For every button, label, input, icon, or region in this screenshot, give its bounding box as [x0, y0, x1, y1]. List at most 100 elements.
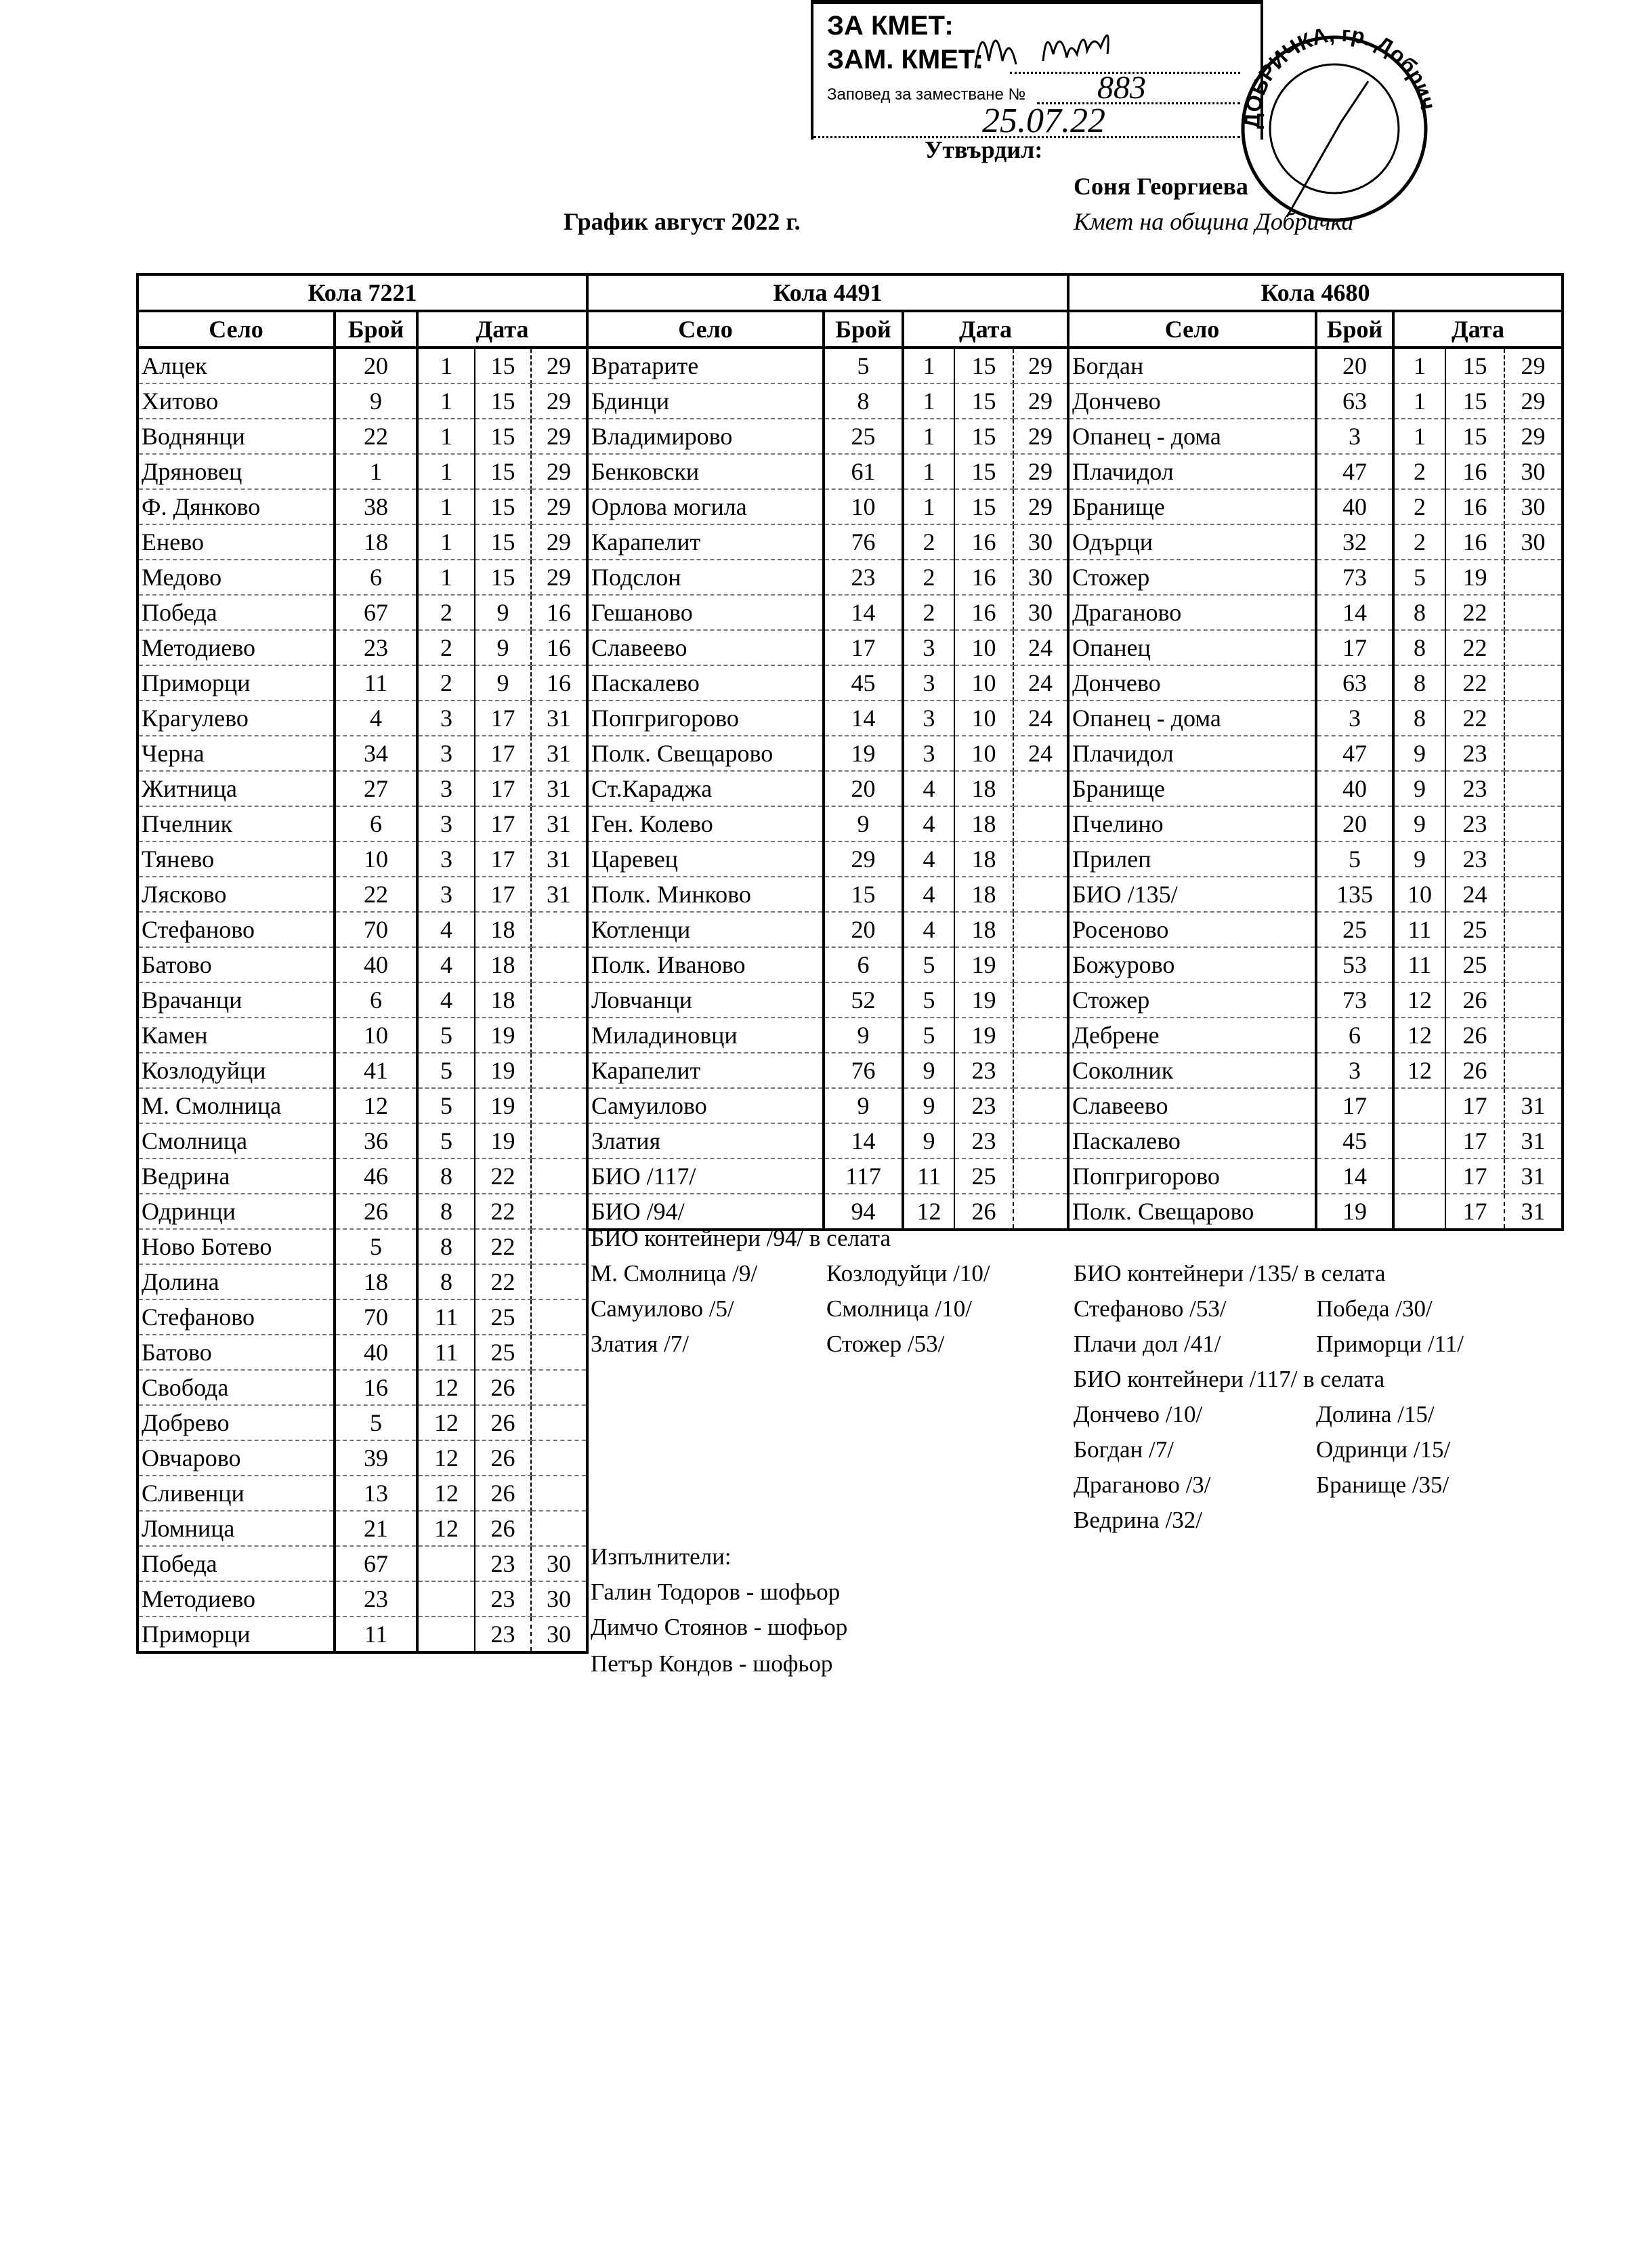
table-row: Орлова могила 10 1 15 29 [586, 489, 1069, 525]
village-name: Плачидол [1067, 736, 1316, 772]
date-1: 4 [903, 771, 955, 807]
table-row: Пчелник 6 3 17 31 [136, 806, 589, 842]
date-2: 10 [954, 736, 1014, 772]
container-count: 4 [333, 701, 419, 736]
date-2: 23 [954, 1123, 1014, 1159]
container-count: 23 [333, 1581, 419, 1617]
village-name: Пчелник [136, 806, 335, 842]
column-header-date: Дата [1392, 310, 1564, 349]
date-2: 25 [1445, 912, 1505, 948]
table-row: Самуилово 9 9 23 [586, 1088, 1069, 1124]
date-2: 16 [1445, 454, 1505, 490]
date-1: 4 [903, 841, 955, 877]
column-header-village: Село [136, 310, 336, 349]
village-name: Пчелино [1067, 806, 1316, 842]
date-1: 2 [417, 595, 475, 631]
date-1: 3 [417, 736, 475, 772]
date-1: 3 [903, 736, 955, 772]
village-name: Батово [136, 1335, 335, 1371]
bio135-item: Плачи дол /41/ [1074, 1331, 1221, 1357]
table-row: Бранище 40 2 16 30 [1067, 489, 1564, 525]
container-count: 5 [1315, 841, 1395, 877]
date-1: 3 [417, 841, 475, 877]
date-3 [1013, 1123, 1069, 1159]
village-name: Ломница [136, 1511, 335, 1547]
date-3: 29 [1504, 419, 1564, 455]
date-2: 15 [1445, 419, 1505, 455]
date-3: 29 [1013, 348, 1069, 384]
container-count: 36 [333, 1123, 419, 1159]
container-count: 63 [1315, 665, 1395, 701]
village-name: Котленци [586, 912, 824, 948]
village-name: Алцек [136, 348, 335, 384]
bio117-item: Драганово /3/ [1074, 1472, 1211, 1498]
date-3: 31 [1504, 1194, 1564, 1231]
date-1: 12 [417, 1370, 475, 1406]
date-2: 17 [475, 736, 532, 772]
table-row: Приморци 11 2 9 16 [136, 665, 589, 701]
container-count: 14 [822, 595, 904, 631]
container-count: 23 [333, 630, 419, 666]
date-2: 24 [1445, 877, 1505, 913]
village-name: Попгригорово [586, 701, 824, 736]
table-row: Соколник 3 12 26 [1067, 1053, 1564, 1089]
date-1 [1393, 1088, 1446, 1124]
date-1: 1 [417, 489, 475, 525]
bio117-item: Ведрина /32/ [1074, 1507, 1202, 1533]
date-2: 22 [1445, 630, 1505, 666]
village-name: М. Смолница [136, 1088, 335, 1124]
date-2: 9 [475, 630, 532, 666]
container-count: 41 [333, 1053, 419, 1089]
bio94-heading: БИО контейнери /94/ в селата [591, 1225, 891, 1251]
date-1: 2 [903, 524, 955, 560]
container-count: 16 [333, 1370, 419, 1406]
date-3 [1504, 806, 1564, 842]
date-1: 1 [1393, 419, 1446, 455]
date-1: 9 [1393, 841, 1446, 877]
village-name: Козлодуйци [136, 1053, 335, 1089]
date-1: 1 [417, 524, 475, 560]
date-3: 29 [531, 419, 589, 455]
table-row: Ново Ботево 5 8 22 [136, 1229, 589, 1265]
village-name: Славеево [586, 630, 824, 666]
village-name: Тянево [136, 841, 335, 877]
date-2: 15 [954, 489, 1014, 525]
table-row: Тянево 10 3 17 31 [136, 841, 589, 877]
date-3 [531, 1299, 589, 1335]
table-row: Ловчанци 52 5 19 [586, 982, 1069, 1018]
container-count: 23 [822, 560, 904, 596]
date-3 [1013, 1194, 1069, 1231]
village-name: Долина [136, 1264, 335, 1300]
date-1 [417, 1617, 475, 1654]
date-2: 26 [954, 1194, 1014, 1231]
village-name: Ведрина [136, 1159, 335, 1194]
table-row: Богдан 20 1 15 29 [1067, 348, 1564, 384]
date-3 [1504, 736, 1564, 772]
container-count: 14 [1315, 595, 1395, 631]
village-name: Драганово [1067, 595, 1316, 631]
village-name: Свобода [136, 1370, 335, 1406]
container-count: 47 [1315, 736, 1395, 772]
table-row: Царевец 29 4 18 [586, 841, 1069, 877]
village-name: Дончево [1067, 383, 1316, 419]
village-name: Одринци [136, 1194, 335, 1230]
container-count: 40 [333, 1335, 419, 1371]
container-count: 47 [1315, 454, 1395, 490]
village-name: Богдан [1067, 348, 1316, 384]
container-count: 27 [333, 771, 419, 807]
container-count: 15 [822, 877, 904, 913]
date-1: 9 [1393, 806, 1446, 842]
table-row: Гешаново 14 2 16 30 [586, 595, 1069, 631]
column-header-date: Дата [902, 310, 1069, 349]
date-1: 12 [417, 1511, 475, 1547]
container-count: 46 [333, 1159, 419, 1194]
table-row: Енево 18 1 15 29 [136, 524, 589, 560]
date-2: 19 [954, 982, 1014, 1018]
container-count: 45 [822, 665, 904, 701]
date-2: 19 [954, 1018, 1014, 1054]
date-3 [531, 1018, 589, 1054]
container-count: 70 [333, 1299, 419, 1335]
village-name: Прилеп [1067, 841, 1316, 877]
date-1: 5 [417, 1088, 475, 1124]
date-3: 29 [1013, 489, 1069, 525]
